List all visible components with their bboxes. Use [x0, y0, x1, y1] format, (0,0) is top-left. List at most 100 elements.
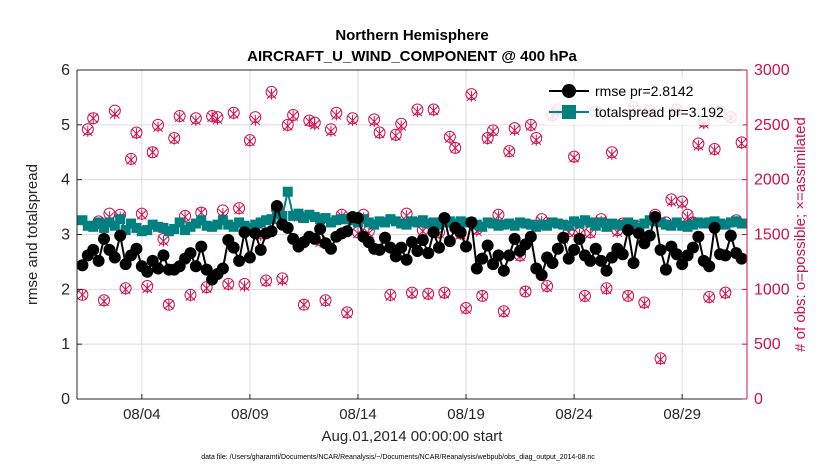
totalspread-marker	[558, 219, 569, 230]
totalspread-marker	[271, 208, 282, 219]
tick-labels: 0 1 2 3 4 5 6 0 500 1000 1500 2000 2500 3000 08/04 08/0…	[61, 62, 790, 423]
obs-assimilated-marker	[142, 282, 153, 294]
totalspread-marker	[212, 219, 223, 230]
totalspread-marker	[390, 216, 401, 227]
obs-assimilated-marker	[623, 290, 634, 302]
obs-assimilated-marker	[428, 105, 439, 117]
totalspread-marker	[525, 219, 536, 230]
obs-assimilated-marker	[461, 303, 471, 315]
obs-assimilated-marker	[369, 116, 380, 128]
totalspread-marker	[407, 216, 417, 227]
obs-assimilated-marker	[163, 299, 174, 311]
rmse-marker	[119, 258, 132, 271]
totalspread-marker	[228, 221, 239, 232]
totalspread-marker	[147, 219, 158, 230]
rmse-marker	[632, 227, 645, 240]
obs-assimilated-marker	[250, 114, 261, 126]
rmse-marker	[454, 226, 467, 239]
obs-assimilated-marker	[77, 289, 88, 301]
totalspread-marker	[174, 217, 185, 228]
rmse-marker	[406, 236, 418, 249]
obs-assimilated-marker	[709, 144, 720, 156]
totalspread-marker	[482, 217, 493, 228]
totalspread-marker	[185, 221, 196, 232]
rmse-marker	[270, 199, 283, 212]
totalspread-marker	[223, 219, 234, 230]
rmse-marker	[535, 269, 548, 282]
totalspread-series	[77, 186, 747, 237]
rmse-marker	[546, 257, 559, 270]
totalspread-marker	[579, 215, 590, 226]
rmse-marker	[98, 232, 111, 245]
rmse-marker	[605, 251, 618, 264]
totalspread-marker	[552, 218, 563, 229]
totalspread-marker	[515, 217, 526, 228]
obs-assimilated-marker	[266, 88, 277, 100]
obs-assimilated-marker	[223, 279, 234, 291]
obs-assimilated-marker	[244, 135, 255, 147]
totalspread-marker	[88, 221, 99, 232]
x-tick-label: 08/09	[231, 406, 269, 423]
obs-assimilated-marker	[120, 283, 131, 295]
obs-assimilated-marker	[396, 120, 407, 132]
totalspread-marker	[374, 216, 385, 227]
rmse-marker	[654, 243, 667, 256]
totalspread-marker	[131, 222, 142, 233]
rmse-marker	[460, 240, 473, 253]
rmse-marker	[524, 230, 537, 243]
totalspread-marker	[109, 220, 120, 231]
totalspread-marker	[207, 221, 218, 232]
rmse-marker	[503, 249, 516, 262]
obs-assimilated-marker	[325, 125, 336, 137]
totalspread-marker	[288, 210, 299, 221]
rmse-marker	[470, 262, 483, 275]
totalspread-marker	[401, 219, 412, 230]
obs-assimilated-marker	[542, 281, 553, 293]
totalspread-marker	[498, 219, 509, 230]
totalspread-marker	[714, 218, 725, 229]
totalspread-marker	[417, 215, 428, 226]
rmse-marker	[443, 235, 456, 248]
y2-tick-label: 500	[754, 336, 781, 353]
legend-box	[545, 79, 743, 125]
x-tick-label: 08/14	[339, 406, 377, 423]
totalspread-marker	[574, 218, 585, 229]
rmse-marker	[114, 229, 127, 242]
x-tick-label: 08/29	[663, 406, 701, 423]
legend-spread-marker	[562, 105, 576, 119]
obs-assimilated-marker	[385, 290, 396, 302]
totalspread-marker	[660, 219, 671, 230]
obs-assimilated-marker	[482, 133, 493, 145]
totalspread-marker	[369, 219, 380, 230]
totalspread-marker	[115, 214, 126, 225]
totalspread-marker	[655, 217, 666, 228]
rmse-marker	[378, 231, 391, 244]
totalspread-marker	[493, 220, 504, 231]
obs-assimilated-marker	[509, 124, 520, 136]
totalspread-marker	[379, 217, 390, 228]
obs-assimilated-marker	[288, 110, 299, 122]
obs-assimilated-marker	[239, 280, 250, 292]
rmse-series	[76, 199, 748, 286]
x-axis-label: Aug.01,2014 00:00:00 start	[322, 428, 504, 445]
obs-assimilated-marker	[131, 128, 142, 140]
totalspread-marker	[617, 220, 628, 231]
obs-assimilated-marker	[569, 152, 580, 164]
totalspread-marker	[298, 213, 309, 224]
rmse-marker	[692, 230, 705, 243]
obs-assimilated-marker	[309, 119, 320, 131]
totalspread-marker	[477, 221, 488, 232]
totalspread-marker	[682, 221, 693, 232]
rmse-marker	[627, 257, 640, 270]
totalspread-marker	[488, 218, 499, 229]
totalspread-marker	[93, 217, 104, 228]
obs-assimilated-marker	[320, 295, 331, 307]
rmse-marker	[249, 227, 262, 240]
obs-assimilated-marker	[498, 306, 509, 318]
rmse-marker	[200, 263, 213, 276]
totalspread-marker	[601, 221, 612, 232]
rmse-marker	[243, 251, 256, 264]
totalspread-marker	[736, 218, 747, 229]
obs-assimilated-marker	[439, 288, 450, 300]
y-tick-label: 3	[61, 227, 70, 244]
